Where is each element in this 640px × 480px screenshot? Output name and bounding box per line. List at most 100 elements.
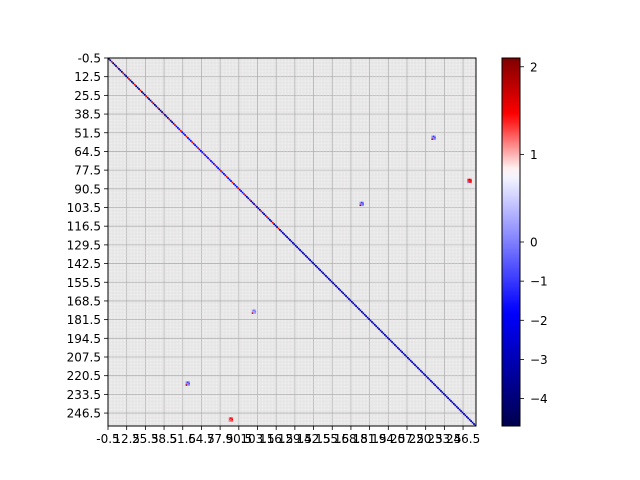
- heatmap-cell: [307, 257, 310, 260]
- heatmap-cell: [322, 272, 324, 274]
- heatmap-cell: [412, 362, 415, 365]
- heatmap-cell: [445, 395, 448, 398]
- heatmap-cell: [366, 316, 369, 319]
- heatmap-cell: [156, 106, 159, 109]
- heatmap-cell: [202, 152, 205, 155]
- heatmap-cell: [246, 196, 248, 198]
- heatmap-cell: [375, 325, 378, 328]
- colorbar-tick-label: 1: [530, 148, 538, 162]
- heatmap-cell: [241, 191, 244, 194]
- heatmap-cell: [187, 381, 189, 383]
- heatmap-cell: [158, 108, 161, 111]
- heatmap-cell: [276, 226, 278, 228]
- heatmap-cell: [292, 242, 294, 244]
- heatmap-cell: [231, 181, 234, 184]
- heatmap-cell: [455, 405, 458, 408]
- heatmap-cell: [188, 382, 190, 385]
- heatmap-cell: [184, 134, 186, 136]
- heatmap-cell: [359, 204, 361, 207]
- heatmap-cell: [274, 224, 277, 227]
- heatmap-cell: [323, 273, 326, 276]
- heatmap-cell: [434, 384, 437, 387]
- heatmap-cell: [463, 413, 465, 415]
- heatmap-cell: [211, 161, 214, 164]
- y-tick-label: 220.5: [67, 369, 101, 383]
- heatmap-cell: [310, 260, 313, 263]
- heatmap-cell: [404, 354, 406, 356]
- heatmap-cell: [179, 129, 182, 132]
- heatmap-cell: [165, 115, 168, 118]
- heatmap-cell: [299, 249, 301, 251]
- heatmap-cell: [283, 233, 286, 236]
- heatmap-cell: [464, 414, 467, 417]
- heatmap-cell: [214, 164, 217, 167]
- heatmap-cell: [169, 119, 172, 122]
- heatmap-cell: [346, 296, 349, 299]
- heatmap-cell: [254, 311, 257, 313]
- x-tick-label: 116.5: [259, 432, 293, 446]
- heatmap-cell: [382, 332, 385, 335]
- heatmap-cell: [119, 69, 122, 72]
- heatmap-cell: [417, 367, 419, 369]
- heatmap-cell: [353, 303, 356, 306]
- heatmap-cell: [129, 79, 132, 82]
- heatmap-cell: [379, 329, 382, 332]
- heatmap-cell: [132, 82, 135, 85]
- heatmap-cell: [126, 76, 129, 79]
- heatmap-cell: [185, 384, 188, 386]
- heatmap-cell: [405, 355, 408, 358]
- heatmap-cell: [342, 292, 345, 295]
- heatmap-cell: [286, 236, 288, 238]
- heatmap-cell: [453, 403, 455, 405]
- heatmap-cell: [394, 344, 396, 346]
- heatmap-cell: [172, 122, 175, 125]
- x-tick-label: 25.5: [132, 432, 159, 446]
- heatmap-cell: [235, 185, 238, 188]
- heatmap-cell: [467, 417, 470, 420]
- heatmap-cell: [454, 404, 457, 407]
- heatmap-cell: [388, 338, 391, 341]
- colorbar-tick-label: −3: [530, 353, 548, 367]
- heatmap-cell: [258, 208, 261, 211]
- heatmap-cell: [234, 184, 237, 187]
- heatmap-cell: [355, 305, 357, 307]
- heatmap-cell: [263, 213, 265, 215]
- heatmap-cell: [139, 89, 142, 92]
- heatmap-cell: [271, 221, 274, 224]
- x-tick-label: 38.5: [151, 432, 178, 446]
- heatmap-cell: [297, 247, 300, 250]
- heatmap-cell: [149, 99, 152, 102]
- y-tick-label: 12.5: [74, 70, 101, 84]
- heatmap-cell: [109, 59, 112, 62]
- heatmap-cell: [224, 174, 227, 177]
- heatmap-cell: [261, 211, 264, 214]
- heatmap-cell: [293, 243, 296, 246]
- heatmap-cell: [237, 187, 240, 190]
- heatmap-cell: [399, 349, 402, 352]
- heatmap-cell: [373, 323, 376, 326]
- heatmap-cell: [210, 160, 212, 162]
- heatmap-cell: [200, 150, 202, 152]
- heatmap-cell: [207, 157, 209, 159]
- heatmap-cell: [228, 178, 231, 181]
- x-tick-label: 51.5: [169, 432, 196, 446]
- heatmap-cell: [422, 372, 425, 375]
- y-tick-label: 246.5: [67, 407, 101, 421]
- heatmap-cell: [143, 93, 146, 96]
- heatmap-cell: [442, 392, 445, 395]
- heatmap-cell: [317, 267, 320, 270]
- heatmap-cell: [187, 137, 189, 139]
- heatmap-cell: [312, 262, 314, 264]
- y-tick-label: 116.5: [67, 220, 101, 234]
- heatmap-cell: [257, 207, 260, 210]
- heatmap-cell: [118, 68, 120, 70]
- heatmap-cell: [113, 63, 116, 66]
- heatmap-cell: [197, 147, 199, 149]
- heatmap-cell: [233, 183, 235, 185]
- heatmap-cell: [329, 279, 332, 282]
- y-tick-label: 51.5: [74, 126, 101, 140]
- heatmap-cell: [451, 401, 454, 404]
- y-tick-label: -0.5: [78, 52, 101, 66]
- heatmap-cell: [369, 319, 372, 322]
- heatmap-cell: [303, 253, 306, 256]
